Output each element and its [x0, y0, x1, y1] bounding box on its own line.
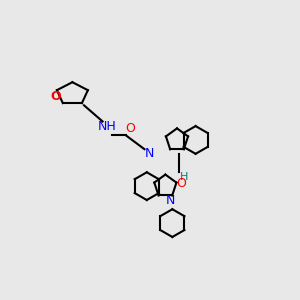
- Text: N: N: [144, 147, 154, 160]
- Text: O: O: [177, 177, 187, 190]
- Text: O: O: [126, 122, 135, 135]
- Text: N: N: [165, 194, 175, 206]
- Text: H: H: [180, 172, 188, 182]
- Text: NH: NH: [98, 120, 117, 133]
- Text: O: O: [51, 90, 62, 103]
